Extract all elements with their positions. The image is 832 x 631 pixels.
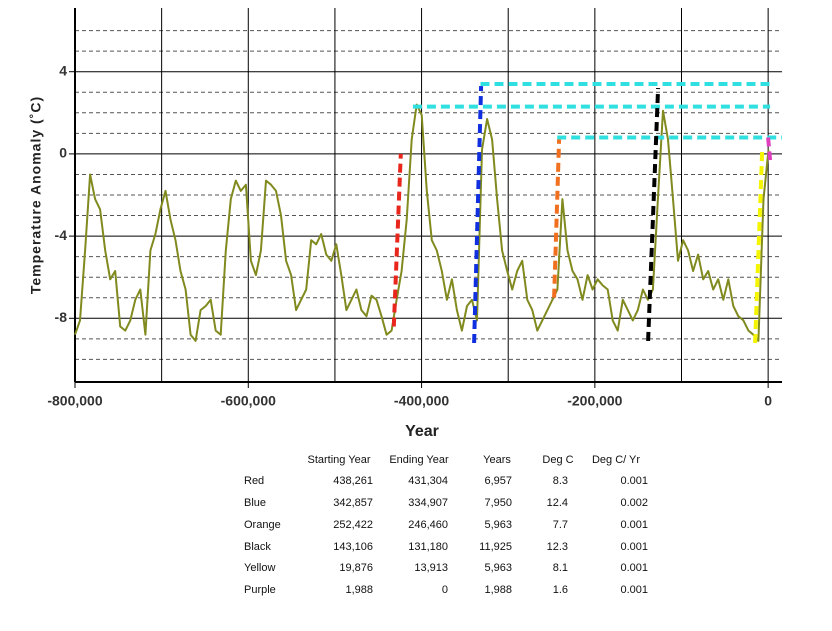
table-cell: 334,907 xyxy=(408,497,448,509)
dashed-marker xyxy=(766,137,773,161)
dashed-marker xyxy=(753,149,765,344)
x-tick-label: -400,000 xyxy=(394,393,449,409)
table-header: Ending Year xyxy=(389,454,449,466)
table-cell: 0 xyxy=(442,584,448,596)
table-cell: 0.001 xyxy=(620,519,648,531)
y-tick-label: 0 xyxy=(59,145,67,161)
table-cell: 13,913 xyxy=(414,562,448,574)
table-cell: 19,876 xyxy=(339,562,373,574)
table-cell: 431,304 xyxy=(408,475,448,487)
y-tick-label: -8 xyxy=(55,309,68,325)
x-tick-label: 0 xyxy=(764,393,772,409)
row-label: Orange xyxy=(244,519,281,531)
table-cell: 143,106 xyxy=(333,541,373,553)
table-cell: 12.4 xyxy=(547,497,568,509)
x-tick-label: -200,000 xyxy=(567,393,622,409)
table-header: Starting Year xyxy=(308,454,371,466)
y-axis-label: Temperature Anomaly (˚C) xyxy=(28,96,44,294)
dashed-marker xyxy=(552,139,562,298)
table-cell: 12.3 xyxy=(547,541,568,553)
temperature-line xyxy=(74,103,770,342)
table-cell: 0.001 xyxy=(620,562,648,574)
table-cell: 0.001 xyxy=(620,584,648,596)
table-cell: 7,950 xyxy=(484,497,512,509)
table-header: Deg C/ Yr xyxy=(592,454,640,466)
y-tick-label: -4 xyxy=(55,227,68,243)
row-label: Red xyxy=(244,475,264,487)
table-cell: 0.002 xyxy=(620,497,648,509)
table-cell: 438,261 xyxy=(333,475,373,487)
table-header: Deg C xyxy=(542,454,573,466)
table-cell: 131,180 xyxy=(408,541,448,553)
y-tick-label: 4 xyxy=(59,62,67,78)
table-cell: 7.7 xyxy=(553,519,568,531)
row-label: Blue xyxy=(244,497,266,509)
table-cell: 1.6 xyxy=(553,584,568,596)
dashed-marker xyxy=(472,86,484,344)
table-cell: 5,963 xyxy=(484,562,512,574)
dashed-marker xyxy=(646,88,661,341)
table-cell: 11,925 xyxy=(479,541,512,553)
table-cell: 342,857 xyxy=(333,497,373,509)
row-label: Black xyxy=(244,541,271,553)
table-cell: 1,988 xyxy=(484,584,512,596)
table-cell: 246,460 xyxy=(408,519,448,531)
table-cell: 0.001 xyxy=(620,475,648,487)
table-cell: 8.3 xyxy=(553,475,568,487)
row-label: Purple xyxy=(244,584,276,596)
table-cell: 252,422 xyxy=(333,519,373,531)
dashed-marker xyxy=(391,153,403,327)
x-tick-label: -600,000 xyxy=(221,393,276,409)
table-cell: 0.001 xyxy=(620,541,648,553)
x-tick-label: -800,000 xyxy=(47,393,102,409)
table-cell: 8.1 xyxy=(553,562,568,574)
table-cell: 1,988 xyxy=(345,584,373,596)
table-cell: 5,963 xyxy=(484,519,512,531)
x-axis-label: Year xyxy=(405,423,439,440)
row-label: Yellow xyxy=(244,562,275,574)
table-header: Years xyxy=(483,454,511,466)
table-cell: 6,957 xyxy=(484,475,512,487)
